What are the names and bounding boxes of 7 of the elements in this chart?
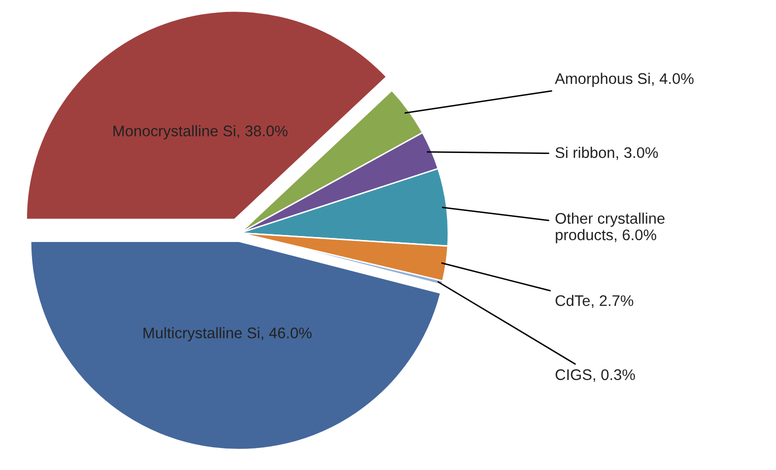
slice-label: Si ribbon, 3.0% (556, 146, 658, 160)
slice-label: CIGS, 0.3% (556, 369, 635, 382)
slice-label: CdTe, 2.7% (556, 294, 634, 308)
slice-label: Amorphous Si, 4.0% (554, 72, 694, 88)
slice-label: Multicrystalline Si, 46.0% (144, 327, 312, 342)
slice-label: Monocrystalline Si, 38.0% (113, 125, 288, 140)
slice-label: Other crystalline products, 6.0% (556, 212, 665, 244)
